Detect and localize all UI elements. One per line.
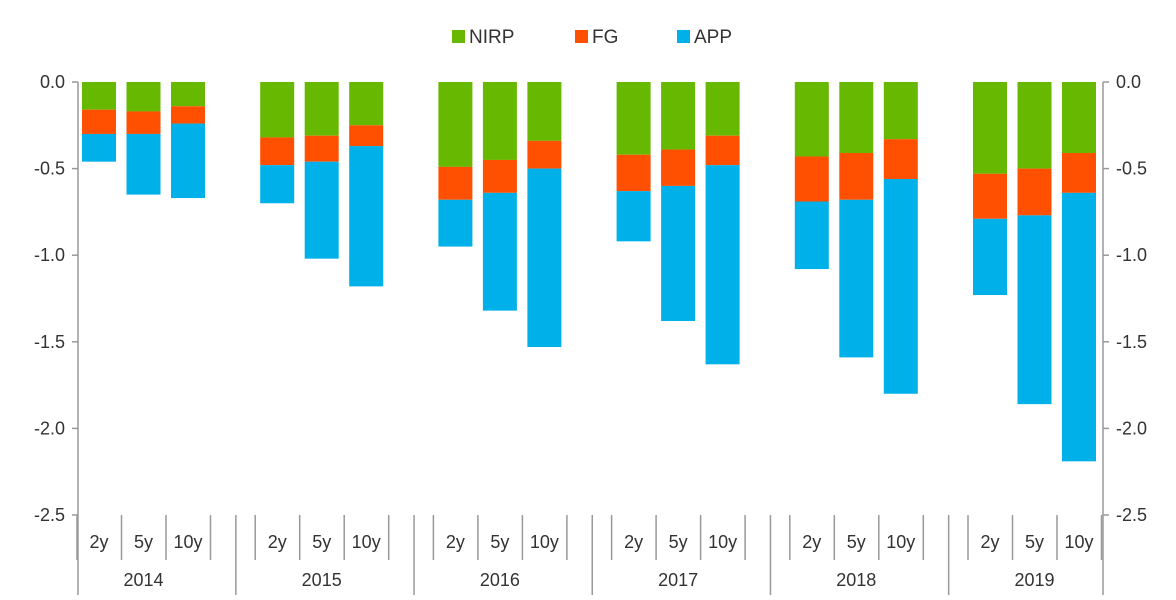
bar-2016-2y-nirp	[438, 82, 473, 167]
category-label-2019-10y: 10y	[1064, 532, 1093, 552]
bar-2014-10y-fg	[171, 106, 205, 124]
bar-2019-10y-nirp	[1062, 82, 1096, 154]
category-label-2014-10y: 10y	[173, 532, 202, 552]
left-tick-label: -1.0	[34, 245, 65, 265]
group-label-2016: 2016	[480, 570, 520, 590]
group-label-2018: 2018	[836, 570, 876, 590]
bar-2018-10y-nirp	[883, 82, 918, 140]
category-label-2017-2y: 2y	[624, 532, 643, 552]
bar-2017-5y-nirp	[661, 82, 696, 150]
legend-label-app: APP	[694, 27, 732, 48]
right-tick-label: -2.0	[1116, 418, 1147, 438]
bar-2016-2y-fg	[438, 166, 473, 200]
left-tick-label: -0.5	[34, 159, 65, 179]
bar-2014-10y-nirp	[171, 82, 205, 107]
bar-2019-10y-fg	[1062, 153, 1096, 193]
bar-2018-5y-fg	[839, 153, 874, 200]
bar-2014-5y-nirp	[126, 82, 161, 112]
bar-2017-5y-app	[661, 185, 696, 322]
bar-2015-2y-nirp	[260, 82, 295, 138]
category-label-2019-2y: 2y	[980, 532, 999, 552]
bar-2017-2y-fg	[616, 154, 651, 192]
legend-label-nirp: NIRP	[469, 27, 514, 48]
group-label-2019: 2019	[1014, 570, 1054, 590]
bar-2019-2y-nirp	[973, 82, 1007, 174]
legend-swatch-app	[677, 30, 690, 43]
bar-2015-2y-app	[260, 165, 295, 204]
bar-2014-2y-nirp	[82, 82, 116, 110]
bar-2014-5y-fg	[126, 111, 161, 134]
category-label-2018-2y: 2y	[802, 532, 821, 552]
category-label-2016-5y: 5y	[490, 532, 509, 552]
bar-2014-5y-app	[126, 133, 161, 195]
bar-2017-5y-fg	[661, 149, 696, 186]
legend-swatch-fg	[575, 30, 588, 43]
bar-2018-5y-app	[839, 199, 874, 358]
bar-2015-2y-fg	[260, 137, 295, 166]
bar-2019-2y-fg	[973, 173, 1007, 219]
bar-2019-10y-app	[1062, 192, 1096, 462]
bar-2014-2y-app	[82, 133, 116, 162]
category-label-2016-2y: 2y	[446, 532, 465, 552]
right-tick-label: 0.0	[1116, 72, 1141, 92]
category-label-2014-2y: 2y	[89, 532, 108, 552]
legend-label-fg: FG	[592, 27, 618, 48]
category-label-2015-10y: 10y	[352, 532, 381, 552]
bar-2016-5y-app	[482, 192, 517, 311]
category-label-2017-10y: 10y	[708, 532, 737, 552]
bar-2018-2y-nirp	[794, 82, 829, 157]
bar-2018-10y-app	[883, 178, 918, 394]
category-label-2017-5y: 5y	[669, 532, 688, 552]
bar-2016-5y-fg	[482, 159, 517, 193]
category-label-2015-2y: 2y	[268, 532, 287, 552]
bar-2018-2y-app	[794, 201, 829, 270]
group-label-2014: 2014	[123, 570, 163, 590]
bar-2017-2y-app	[616, 191, 651, 242]
bar-2017-10y-app	[705, 165, 740, 365]
bar-2016-10y-fg	[527, 140, 562, 169]
left-tick-label: -2.5	[34, 505, 65, 525]
bar-2015-5y-nirp	[304, 82, 339, 136]
left-tick-label: -1.5	[34, 332, 65, 352]
bar-2015-10y-fg	[349, 125, 384, 147]
category-label-2019-5y: 5y	[1025, 532, 1044, 552]
bar-2015-10y-app	[349, 146, 384, 287]
bar-2016-10y-app	[527, 168, 562, 347]
group-label-2017: 2017	[658, 570, 698, 590]
bar-2019-5y-nirp	[1017, 82, 1052, 169]
category-label-2018-10y: 10y	[886, 532, 915, 552]
bar-2018-2y-fg	[794, 156, 829, 202]
right-tick-label: -0.5	[1116, 159, 1147, 179]
bar-2016-10y-nirp	[527, 82, 562, 141]
bar-2017-2y-nirp	[616, 82, 651, 155]
bar-2017-10y-fg	[705, 135, 740, 166]
category-label-2014-5y: 5y	[134, 532, 153, 552]
bar-2015-10y-nirp	[349, 82, 384, 126]
bar-2015-5y-app	[304, 161, 339, 259]
bar-2019-5y-app	[1017, 215, 1052, 405]
bar-2019-5y-fg	[1017, 168, 1052, 216]
right-tick-label: -2.5	[1116, 505, 1147, 525]
bar-2014-10y-app	[171, 123, 205, 199]
bar-2014-2y-fg	[82, 109, 116, 134]
category-label-2016-10y: 10y	[530, 532, 559, 552]
bar-2019-2y-app	[973, 218, 1007, 296]
bar-2015-5y-fg	[304, 135, 339, 162]
bar-2016-2y-app	[438, 199, 473, 247]
category-label-2018-5y: 5y	[847, 532, 866, 552]
category-label-2015-5y: 5y	[312, 532, 331, 552]
bar-2017-10y-nirp	[705, 82, 740, 136]
bar-2018-5y-nirp	[839, 82, 874, 154]
legend-swatch-nirp	[452, 30, 465, 43]
right-tick-label: -1.5	[1116, 332, 1147, 352]
bar-2016-5y-nirp	[482, 82, 517, 160]
group-label-2015: 2015	[302, 570, 342, 590]
right-tick-label: -1.0	[1116, 245, 1147, 265]
left-tick-label: 0.0	[40, 72, 65, 92]
left-tick-label: -2.0	[34, 418, 65, 438]
bar-2018-10y-fg	[883, 139, 918, 179]
